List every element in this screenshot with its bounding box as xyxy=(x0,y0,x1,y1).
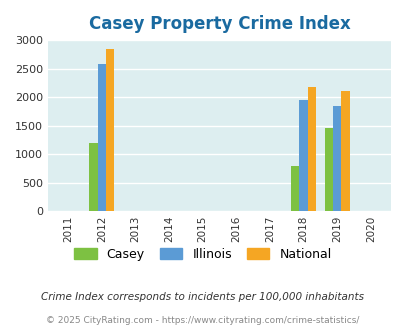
Bar xyxy=(97,64,106,211)
Bar xyxy=(324,128,332,211)
Bar xyxy=(341,91,349,211)
Bar xyxy=(89,143,97,211)
Bar xyxy=(332,106,341,211)
Legend: Casey, Illinois, National: Casey, Illinois, National xyxy=(69,243,336,266)
Bar xyxy=(106,49,114,211)
Bar xyxy=(290,166,298,211)
Bar xyxy=(307,87,315,211)
Title: Casey Property Crime Index: Casey Property Crime Index xyxy=(88,15,350,33)
Text: © 2025 CityRating.com - https://www.cityrating.com/crime-statistics/: © 2025 CityRating.com - https://www.city… xyxy=(46,315,359,325)
Text: Crime Index corresponds to incidents per 100,000 inhabitants: Crime Index corresponds to incidents per… xyxy=(41,292,364,302)
Bar xyxy=(298,100,307,211)
